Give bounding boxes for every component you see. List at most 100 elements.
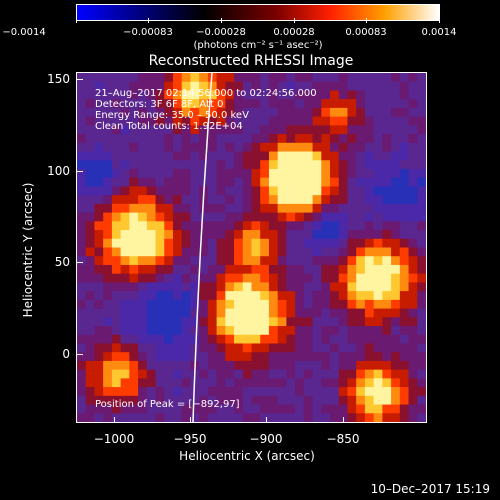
heatmap-cell (207, 256, 218, 266)
heatmap-cell (260, 212, 270, 222)
heatmap-cell (242, 369, 252, 379)
heatmap-cell (94, 142, 104, 153)
heatmap-cell (111, 177, 122, 187)
heatmap-cell (216, 177, 226, 187)
heatmap-cell (138, 256, 148, 266)
heatmap-cell (330, 160, 340, 170)
heatmap-cell (234, 125, 244, 135)
heatmap-cell (129, 317, 139, 327)
heatmap-cell (120, 352, 130, 362)
heatmap-cell (373, 378, 383, 388)
heatmap-cell (111, 203, 122, 214)
heatmap-cell (303, 230, 314, 240)
heatmap-cell (330, 387, 340, 397)
heatmap-cell (347, 238, 357, 248)
heatmap-cell (190, 308, 200, 318)
heatmap-cell (364, 116, 375, 126)
heatmap-cell (111, 378, 122, 388)
heatmap-cell (373, 369, 383, 379)
heatmap-cell (295, 360, 305, 371)
heatmap-cell (382, 264, 392, 275)
heatmap-cell (77, 247, 87, 257)
heatmap-cell (225, 282, 235, 292)
heatmap-cell (181, 99, 191, 109)
heatmap-cell (373, 387, 383, 397)
heatmap-cell (155, 90, 165, 100)
heatmap-cell (347, 299, 357, 310)
heatmap-cell (286, 247, 296, 257)
heatmap-cell (408, 413, 418, 422)
heatmap-cell (373, 334, 383, 344)
heatmap-cell (242, 151, 252, 161)
heatmap-cell (382, 177, 392, 187)
heatmap-cell (330, 282, 340, 292)
heatmap-cell (408, 317, 418, 327)
heatmap-cell (399, 326, 410, 336)
heatmap-cell (111, 256, 122, 266)
heatmap-cell (338, 160, 348, 170)
heatmap-cell (85, 221, 95, 231)
heatmap-cell (277, 256, 287, 266)
heatmap-cell (251, 387, 261, 397)
heatmap-cell (251, 395, 261, 406)
heatmap-cell (373, 186, 383, 196)
heatmap-cell (129, 256, 139, 266)
heatmap-cell (94, 151, 104, 161)
heatmap-cell (242, 177, 252, 187)
heatmap-cell (399, 81, 410, 91)
heatmap-cell (268, 186, 279, 196)
image-title: Reconstructed RHESSI Image (148, 53, 354, 69)
heatmap-cell (94, 160, 104, 170)
x-tick-label: −950 (173, 432, 207, 446)
heatmap-cell (364, 221, 375, 231)
heatmap-cell (312, 73, 322, 83)
heatmap-cell (207, 334, 218, 344)
heatmap-cell (85, 352, 95, 362)
heatmap-cell (155, 99, 165, 109)
heatmap-cell (216, 134, 226, 144)
heatmap-cell (164, 273, 174, 283)
heatmap-cell (242, 282, 252, 292)
heatmap-cell (129, 343, 139, 353)
heatmap-cell (408, 264, 418, 275)
heatmap-cell (295, 99, 305, 109)
heatmap-cell (251, 352, 261, 362)
heatmap-cell (295, 151, 305, 161)
heatmap-cell (103, 387, 113, 397)
heatmap-cell (111, 142, 122, 153)
heatmap-cell (234, 90, 244, 100)
y-tick (77, 171, 83, 172)
heatmap-cell (277, 116, 287, 126)
heatmap-cell (85, 387, 95, 397)
heatmap-cell (364, 326, 375, 336)
heatmap-cell (399, 230, 410, 240)
heatmap-cell (268, 195, 279, 205)
heatmap-cell (242, 256, 252, 266)
colorbar-tick-label: 0.00028 (273, 27, 315, 38)
heatmap-cell (85, 369, 95, 379)
heatmap-cell (77, 369, 87, 379)
heatmap-cell (85, 151, 95, 161)
heatmap-cell (417, 369, 426, 379)
heatmap-cell (417, 90, 426, 100)
heatmap-cell (364, 256, 375, 266)
heatmap-cell (373, 116, 383, 126)
heatmap-cell (382, 343, 392, 353)
heatmap-cell (225, 264, 235, 275)
heatmap-cell (172, 264, 183, 275)
heatmap-cell (207, 317, 218, 327)
heatmap-cell (225, 73, 235, 83)
heatmap-cell (120, 186, 130, 196)
heatmap-cell (338, 116, 348, 126)
heatmap-cell (146, 264, 157, 275)
heatmap-cell (77, 90, 87, 100)
heatmap-cell (303, 221, 314, 231)
heatmap-cell (338, 282, 348, 292)
heatmap-cell (146, 413, 157, 422)
heatmap-cell (303, 134, 314, 144)
heatmap-cell (234, 395, 244, 406)
heatmap-cell (338, 264, 348, 275)
heatmap-cell (330, 134, 340, 144)
heatmap-cell (181, 134, 191, 144)
heatmap-cell (417, 413, 426, 422)
